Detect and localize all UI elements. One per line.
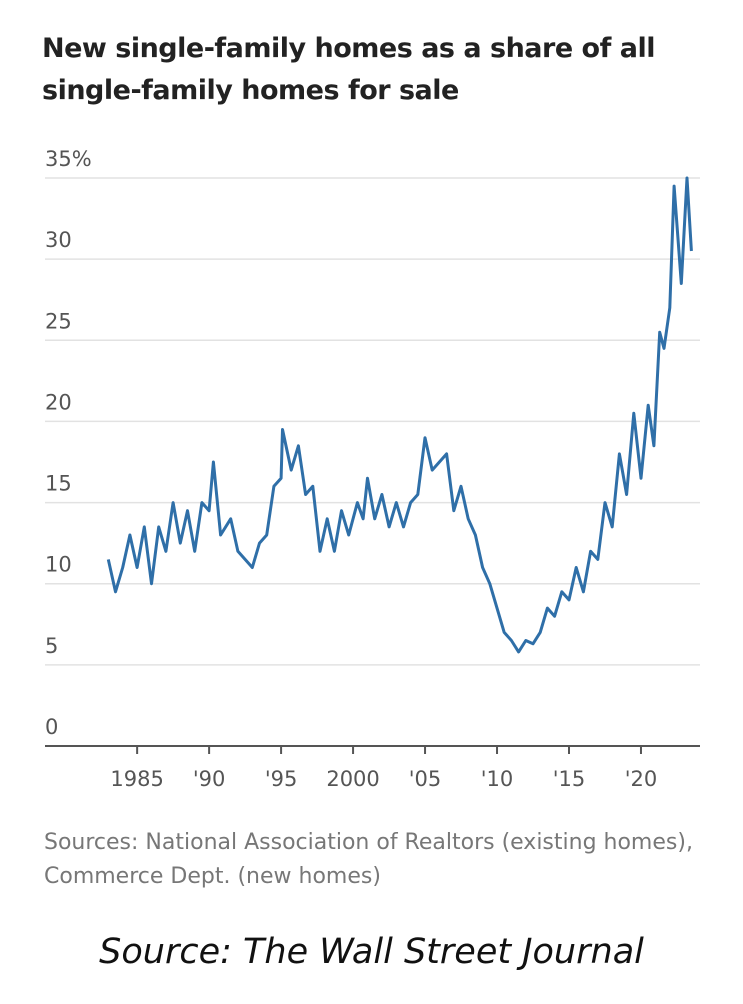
x-tick-label: '90 — [193, 767, 226, 791]
x-tick-label: 2000 — [326, 767, 379, 791]
source-note: Sources: National Association of Realtor… — [44, 830, 693, 889]
data-line — [106, 176, 693, 654]
x-tick-label: '95 — [265, 767, 298, 791]
x-tick-label: '20 — [625, 767, 658, 791]
y-tick-label: 5 — [45, 634, 58, 658]
y-tick-label: 15 — [45, 472, 72, 496]
x-tick-label: '15 — [553, 767, 586, 791]
y-tick-label: 35% — [45, 147, 92, 171]
y-tick-label: 20 — [45, 390, 72, 414]
x-tick-label: '10 — [481, 767, 514, 791]
y-tick-label: 25 — [45, 309, 72, 333]
x-tick-label: '05 — [409, 767, 442, 791]
y-tick-label: 0 — [45, 715, 58, 739]
credit: Source: The Wall Street Journal — [99, 932, 644, 972]
chart-title: New single-family homes as a share of al… — [42, 33, 655, 106]
y-tick-label: 10 — [45, 553, 72, 577]
x-tick-label: 1985 — [110, 767, 163, 791]
y-tick-label: 30 — [45, 228, 72, 252]
